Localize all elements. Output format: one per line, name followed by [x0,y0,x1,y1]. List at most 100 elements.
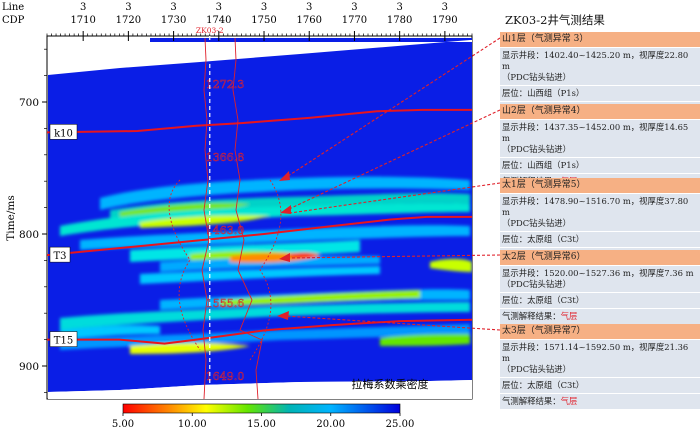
annotation-pointers [284,37,501,331]
anomaly-bands [60,176,472,354]
line-tick-label: 3 [396,2,402,13]
cdp-tick-label: 1770 [342,15,367,26]
result-interpretation-value: 气层 [560,396,578,406]
result-group-header: 太3层（气测异常7） [500,324,700,339]
well-depth-markers: 1272.3 1366.8 1463.0 1555.6 1649.0 [206,78,245,384]
bottom-blank [48,380,472,399]
result-group-header: 太1层（气测异常5） [500,178,700,193]
colorbar-tick-label: 10.00 [178,419,207,430]
result-group-header: 太2层（气测异常6） [500,250,700,265]
result-depth-row: 显示井段：1478.90~1516.70 m，视厚度37.80 m （PDC钻头钻… [500,193,700,231]
cdp-tick-label: 1720 [116,15,141,26]
cdp-tick-label: 1780 [387,15,412,26]
result-depth-row: 显示井段：1437.35~1452.00 m，视厚度14.65 m （PDC钻头钻… [500,119,700,157]
line-tick-label: 3 [170,2,176,13]
horizon-label-box-k10 [49,124,78,140]
result-depth-row: 显示井段：1571.14~1592.50 m，视厚度21.36 m （PDC钻头钻… [500,339,700,377]
result-group: 太3层（气测异常7） 显示井段：1571.14~1592.50 m，视厚度21.3… [500,324,700,409]
result-interpretation: 气测解释结果：气层 [500,393,700,409]
result-layer: 层位：山西组（P1s） [500,85,700,101]
result-depth-row: 显示井段：1402.40~1425.20 m，视厚度22.80 m （PDC钻头钻… [500,47,700,85]
result-interpretation-value: 气层 [560,311,578,321]
result-depth: 显示井段：1571.14~1592.50 m，视厚度21.36 m [502,342,689,363]
cdp-tick-label: 1760 [297,15,322,26]
arrowhead-1 [279,171,290,181]
top-blank-wedge [48,40,472,75]
colorbar-tick-label: 5.00 [112,419,134,430]
horizon-t3 [47,215,472,257]
line-tick-label: 3 [125,2,131,13]
result-drill: （PDC钻头钻进） [502,279,572,289]
horizon-labels: k10 T3 T15 [49,124,78,347]
time-tick-label: 900 [19,361,39,373]
pointer-tai1 [289,182,501,214]
result-drill: （PDC钻头钻进） [502,218,572,228]
arrowhead-2 [280,205,291,214]
well-log-traces [168,37,282,399]
seismic-section: 1272.3 1366.8 1463.0 1555.6 1649.0 [47,36,472,399]
line-tick-label: 3 [216,2,222,13]
horizon-label-box-t3 [49,246,71,263]
horizon-k10 [47,108,472,134]
result-depth-row: 显示井段：1520.00~1527.36 m，视厚度7.36 m （PDC钻头钻进… [500,265,700,292]
result-depth: 显示井段：1402.40~1425.20 m，视厚度22.80 m [502,50,689,71]
line-tick-label: 3 [80,2,86,13]
result-drill: （PDC钻头钻进） [502,72,572,82]
arrowhead-4 [277,311,289,320]
cdp-tick-label: 1790 [432,15,457,26]
pointer-shan1 [284,37,501,179]
line-tick-label: 3 [306,2,312,13]
cdp-tick-label: 1730 [161,15,186,26]
horizon-label-k10: k10 [54,128,73,139]
horizon-label-t3: T3 [53,251,66,262]
line-tick-label: 3 [351,2,357,13]
line-tick-label: 3 [442,2,448,13]
colorbar [122,403,401,414]
arrowhead-3 [279,253,290,262]
result-group: 太2层（气测异常6） 显示井段：1520.00~1527.36 m，视厚度7.36… [500,250,700,324]
well-log-left [201,37,210,399]
well-depth-marker: 1555.6 [206,297,245,310]
line-tick-label: 3 [261,2,267,13]
pointer-arrowheads [277,171,291,320]
line-axis-label: Line [2,2,24,13]
time-tick-label: 800 [19,229,39,241]
result-depth: 显示井段：1437.35~1452.00 m，视厚度14.65 m [502,122,689,143]
well-log-right [232,37,263,399]
time-tick-label: 700 [19,97,39,109]
horizon-t15 [47,318,472,345]
cdp-tick-label: 1750 [251,15,276,26]
result-group-header: 山2层（气测异常4） [500,104,700,119]
cdp-axis-label: CDP [2,15,25,26]
result-depth: 显示井段：1520.00~1527.36 m，视厚度7.36 m [502,268,694,278]
result-drill: （PDC钻头钻进） [502,364,572,374]
colorbar-tick-label: 15.00 [247,419,276,430]
horizon-label-box-t15 [49,331,78,347]
result-interpretation-label: 气测解释结果： [502,396,561,406]
result-interpretation-label: 气测解释结果： [502,311,561,321]
colorbar-tick-label: 20.00 [316,419,345,430]
horizon-label-t15: T15 [54,336,73,347]
result-group-header: 山1层（气测异常 3） [500,32,700,47]
result-depth: 显示井段：1478.90~1516.70 m，视厚度37.80 m [502,196,689,217]
result-interpretation: 气测解释结果：气层 [500,308,700,324]
result-group: 山2层（气测异常4） 显示井段：1437.35~1452.00 m，视厚度14.6… [500,104,700,189]
colorbar-tick-label: 25.00 [386,419,415,430]
result-layer: 层位：太原组（C3t） [500,231,700,247]
y-axis-label: Time/ms [5,195,17,240]
well-depth-marker: 1463.0 [206,224,245,237]
well-name: ZK03-2 [196,26,224,35]
well-depth-marker: 1272.3 [206,78,245,91]
pointer-shan2 [286,109,501,211]
result-layer: 层位：太原组（C3t） [500,377,700,393]
colorbar-ticks: 5.00 10.00 15.00 20.00 25.00 [112,413,414,430]
cdp-tick-label: 1710 [70,15,95,26]
pointer-tai3 [284,315,501,331]
result-drill: （PDC钻头钻进） [502,144,572,154]
cdp-tick-label: 1740 [206,15,231,26]
well-log-dotted [168,179,282,361]
result-layer: 层位：山西组（P1s） [500,157,700,173]
well-depth-marker: 1649.0 [206,370,245,383]
top-axis: 3 1710 3 1720 3 1730 3 1740 3 1750 3 1760 3 1770 3 1780… [46,2,473,41]
